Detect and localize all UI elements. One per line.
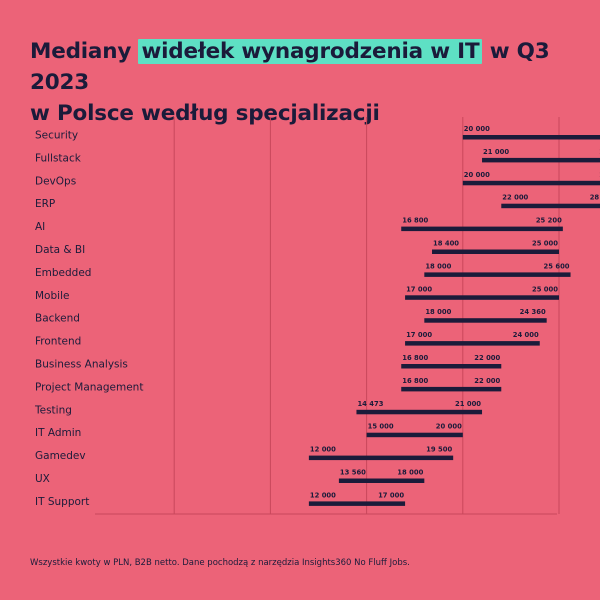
max-value-label: 25 600 xyxy=(544,262,570,270)
range-bar xyxy=(432,249,559,254)
max-value-label: 25 000 xyxy=(532,285,558,293)
chart-row: Data & BI 18 400 25 000 xyxy=(35,240,559,256)
category-label: Fullstack xyxy=(35,152,82,164)
max-value-label: 18 000 xyxy=(397,469,423,477)
max-value-label: 19 500 xyxy=(426,446,452,454)
category-label: Backend xyxy=(35,313,80,325)
chart-row: Testing 14 473 21 000 xyxy=(34,400,483,416)
range-bar xyxy=(424,318,547,323)
category-label: ERP xyxy=(35,198,55,210)
min-value-label: 20 000 xyxy=(464,125,490,133)
min-value-label: 15 000 xyxy=(368,423,394,431)
min-value-label: 16 800 xyxy=(402,377,428,385)
min-value-label: 13 560 xyxy=(340,469,366,477)
min-value-label: 21 000 xyxy=(483,148,509,156)
max-value-label: 20 000 xyxy=(436,423,462,431)
category-label: Testing xyxy=(34,404,72,416)
category-label: Project Management xyxy=(35,381,143,393)
max-value-label: 22 000 xyxy=(474,354,500,362)
range-bar xyxy=(401,364,502,369)
category-label: Embedded xyxy=(35,267,91,279)
chart-title-line-1: Mediany widełek wynagrodzenia w IT w Q3 … xyxy=(30,36,590,98)
chart-row: ERP 22 000 28 000 xyxy=(35,194,600,210)
chart-title: Mediany widełek wynagrodzenia w IT w Q3 … xyxy=(30,36,590,129)
chart-row: Frontend 17 000 24 000 xyxy=(35,331,540,348)
max-value-label: 21 000 xyxy=(455,400,481,408)
range-bar xyxy=(401,226,563,232)
max-value-label: 28 000 xyxy=(590,194,600,202)
min-value-label: 18 000 xyxy=(425,308,451,316)
min-value-label: 18 000 xyxy=(425,262,451,270)
min-value-label: 14 473 xyxy=(357,400,383,408)
min-value-label: 16 800 xyxy=(402,217,428,225)
category-label: IT Admin xyxy=(35,427,81,439)
min-value-label: 17 000 xyxy=(406,285,432,293)
min-value-label: 16 800 xyxy=(402,354,428,362)
title-part-after: w Q3 2023 xyxy=(30,39,550,95)
category-label: Mobile xyxy=(35,290,69,302)
min-value-label: 20 000 xyxy=(464,171,490,179)
min-value-label: 18 400 xyxy=(433,240,459,248)
category-label: Security xyxy=(35,130,78,142)
category-label: Frontend xyxy=(35,336,81,348)
chart-row: IT Admin 15 000 20 000 xyxy=(35,423,463,439)
range-bar xyxy=(366,432,463,438)
category-label: DevOps xyxy=(35,175,76,187)
title-part-before: Mediany xyxy=(30,39,139,64)
footnote: Wszystkie kwoty w PLN, B2B netto. Dane p… xyxy=(30,558,410,568)
category-label: Gamedev xyxy=(35,450,86,462)
chart-row: Business Analysis 16 800 22 000 xyxy=(35,354,502,371)
chart-row: Mobile 17 000 25 000 xyxy=(35,285,559,302)
range-bar xyxy=(401,386,502,392)
min-value-label: 22 000 xyxy=(502,194,528,202)
range-bar xyxy=(356,409,483,415)
range-bar xyxy=(308,501,406,506)
max-value-label: 25 000 xyxy=(532,240,558,248)
chart-row: Embedded 18 000 25 600 xyxy=(35,262,571,279)
category-label: Business Analysis xyxy=(35,359,128,371)
max-value-label: 25 200 xyxy=(536,217,562,225)
max-value-label: 24 360 xyxy=(520,308,546,316)
min-value-label: 17 000 xyxy=(406,331,432,339)
category-label: UX xyxy=(35,473,50,485)
chart-row: Backend 18 000 24 360 xyxy=(35,308,547,325)
title-highlight: widełek wynagrodzenia w IT xyxy=(138,39,483,64)
range-bar xyxy=(462,135,600,140)
range-bar xyxy=(405,341,540,346)
range-bar xyxy=(405,295,559,300)
chart-row: Project Management 16 800 22 000 xyxy=(35,377,502,393)
max-value-label: 22 000 xyxy=(474,377,500,385)
range-bar xyxy=(424,272,571,277)
chart-row: AI 16 800 25 200 xyxy=(35,217,563,233)
max-value-label: 24 000 xyxy=(513,331,539,339)
chart-title-line-2: w Polsce według specjalizacji xyxy=(30,101,380,126)
range-bar xyxy=(338,478,425,483)
chart-row: UX 13 560 18 000 xyxy=(35,469,425,485)
range-bar xyxy=(482,157,600,163)
range-bar xyxy=(462,180,600,186)
min-value-label: 12 000 xyxy=(310,491,336,499)
max-value-label: 17 000 xyxy=(378,491,404,499)
chart-row: Gamedev 12 000 19 500 xyxy=(35,446,454,462)
category-label: Data & BI xyxy=(35,244,85,256)
min-value-label: 12 000 xyxy=(310,446,336,454)
range-bar xyxy=(308,455,454,461)
chart-row: IT Support 12 000 17 000 xyxy=(35,491,406,508)
category-label: IT Support xyxy=(35,496,89,508)
range-bar xyxy=(501,203,600,209)
category-label: AI xyxy=(35,221,45,233)
